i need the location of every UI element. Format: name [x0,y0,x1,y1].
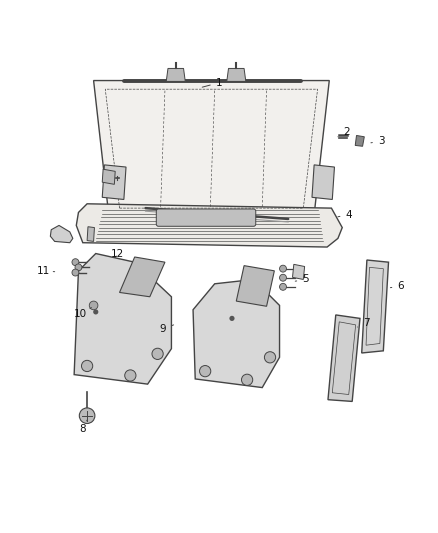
Polygon shape [193,279,279,387]
Circle shape [72,269,79,276]
Polygon shape [50,225,73,243]
Polygon shape [355,135,364,146]
Polygon shape [166,68,185,82]
Polygon shape [94,80,329,215]
Circle shape [75,264,82,271]
Polygon shape [227,68,246,82]
Text: 3: 3 [371,136,385,146]
Circle shape [279,265,286,272]
Text: 12: 12 [111,248,124,259]
Text: 4: 4 [338,209,352,220]
Polygon shape [236,265,274,306]
Text: 11: 11 [37,266,55,276]
Text: 9: 9 [159,324,173,334]
Circle shape [72,259,79,265]
FancyBboxPatch shape [156,209,256,227]
Polygon shape [120,257,165,297]
Polygon shape [76,204,342,247]
Polygon shape [293,264,304,279]
Text: 10: 10 [74,308,92,319]
Circle shape [79,408,95,424]
Circle shape [89,301,98,310]
Text: 5: 5 [295,274,309,285]
Polygon shape [87,227,95,241]
Polygon shape [362,260,389,353]
Circle shape [93,309,99,314]
Circle shape [279,274,286,281]
Circle shape [265,352,276,363]
Text: 7: 7 [357,318,369,328]
Polygon shape [328,315,360,401]
Circle shape [125,370,136,381]
Polygon shape [102,165,126,199]
Circle shape [279,284,286,290]
Circle shape [200,366,211,377]
Polygon shape [102,169,115,184]
Circle shape [81,360,93,372]
Text: 8: 8 [79,420,87,434]
Text: 6: 6 [390,281,404,291]
Circle shape [152,348,163,359]
Polygon shape [312,165,335,199]
Text: 2: 2 [338,127,350,138]
Polygon shape [74,254,171,384]
Circle shape [230,316,235,321]
Text: 1: 1 [202,78,223,88]
Circle shape [241,374,253,385]
